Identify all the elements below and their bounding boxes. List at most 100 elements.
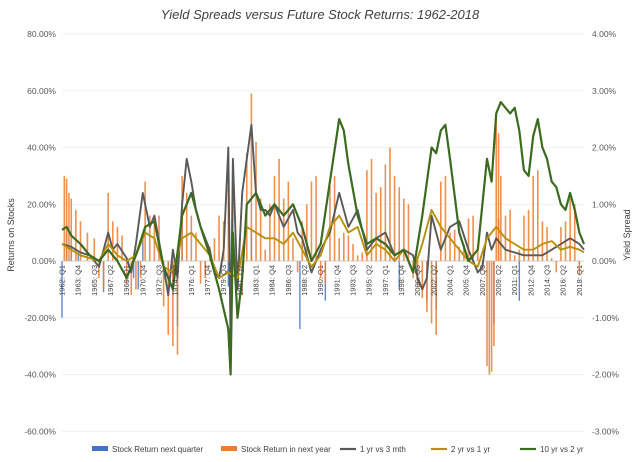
left-tick-label: 80.00%: [27, 29, 56, 39]
bar: [255, 141, 257, 261]
bar: [107, 192, 109, 261]
bar: [306, 204, 308, 261]
bar: [269, 204, 271, 261]
bar: [329, 187, 331, 261]
right-tick-label: 1.00%: [592, 199, 617, 209]
x-tick-label: 1981: Q2: [235, 265, 244, 296]
bar: [299, 261, 301, 330]
bar: [449, 232, 451, 261]
x-tick-label: 1995: Q2: [365, 265, 374, 296]
bar: [444, 175, 447, 261]
bar: [185, 192, 188, 261]
x-axis: 1962: Q1 1963: Q4 1965: Q3 1967: Q2 1969: Q1…: [58, 265, 584, 296]
bar: [61, 261, 63, 318]
bar: [98, 261, 100, 279]
chart-title: Yield Spreads versus Future Stock Return…: [161, 7, 480, 22]
x-tick-label: 1967: Q2: [106, 265, 115, 296]
x-tick-label: 2014: Q3: [543, 265, 552, 296]
bar: [393, 175, 396, 261]
bar: [315, 175, 317, 261]
legend-swatch: [92, 446, 108, 451]
bar: [403, 198, 405, 261]
bar: [493, 261, 495, 347]
bar: [79, 221, 82, 261]
x-tick-label: 1969: Q1: [122, 265, 131, 296]
x-tick-label: 1997: Q1: [381, 265, 390, 296]
bar: [310, 181, 313, 261]
bar: [86, 232, 89, 261]
bar: [172, 261, 174, 347]
bar: [204, 261, 207, 279]
x-tick-label: 2011: Q1: [510, 265, 519, 295]
x-tick-label: 2018: Q1: [575, 265, 584, 296]
bar: [518, 249, 521, 261]
bar: [324, 261, 327, 284]
bar: [75, 209, 77, 261]
left-tick-label: -60.00%: [24, 426, 56, 436]
left-tick-label: -40.00%: [24, 370, 56, 380]
x-tick-label: 1974: Q2: [171, 265, 180, 296]
line-series: [61, 101, 586, 376]
right-tick-label: 0.00%: [592, 256, 617, 266]
bar: [532, 175, 534, 261]
x-tick-label: 1983: Q1: [252, 265, 261, 296]
x-tick-label: 2016: Q2: [559, 265, 568, 296]
bar: [541, 221, 544, 261]
bar: [513, 255, 516, 261]
bar: [421, 261, 424, 298]
bar: [121, 235, 123, 261]
bar: [573, 204, 576, 261]
x-tick-label: 2009: Q2: [494, 265, 503, 296]
bar: [347, 235, 350, 261]
bar: [250, 93, 253, 262]
bar: [439, 181, 442, 261]
bar: [342, 232, 345, 261]
left-tick-label: 0.00%: [32, 256, 57, 266]
bar: [500, 175, 502, 261]
legend-label: Stock Return next quarter: [112, 445, 203, 454]
bar: [361, 252, 364, 261]
bar: [486, 261, 488, 366]
bar: [167, 261, 170, 335]
legend: Stock Return next quarter Stock Return in…: [92, 445, 584, 454]
right-tick-label: 2.00%: [592, 143, 617, 153]
bar: [389, 147, 391, 261]
bar: [370, 158, 373, 261]
bar: [139, 261, 142, 279]
bar: [70, 198, 73, 261]
x-tick-label: 1984: Q4: [268, 265, 277, 296]
bar: [352, 243, 354, 261]
legend-label: 1 yr vs 3 mth: [360, 445, 406, 454]
bar: [384, 164, 387, 261]
bar: [292, 238, 294, 261]
bar: [537, 170, 539, 261]
x-tick-label: 2000: Q3: [413, 265, 422, 296]
bar: [490, 261, 493, 372]
bar: [495, 113, 498, 261]
bar: [497, 133, 500, 261]
left-tick-label: -20.00%: [24, 313, 56, 323]
bar: [93, 238, 96, 261]
bar: [176, 261, 179, 355]
bar: [398, 187, 401, 261]
bar: [366, 170, 368, 261]
right-tick-label: 4.00%: [592, 29, 617, 39]
y-axis-title: Returns on Stocks: [6, 198, 16, 272]
bar: [68, 192, 70, 261]
x-tick-label: 2012: Q4: [526, 265, 535, 296]
bar: [356, 255, 359, 261]
bar: [338, 238, 340, 261]
bar: [264, 249, 267, 261]
left-tick-label: 40.00%: [27, 143, 56, 153]
bar: [218, 215, 220, 261]
bar: [319, 261, 322, 279]
bar: [375, 192, 377, 261]
bar: [132, 261, 135, 279]
bar: [430, 261, 433, 324]
x-tick-label: 1963: Q4: [74, 265, 83, 296]
bar: [63, 175, 66, 261]
bar: [555, 261, 558, 273]
bar: [488, 261, 491, 375]
bar: [509, 209, 511, 261]
bar: [523, 215, 525, 261]
